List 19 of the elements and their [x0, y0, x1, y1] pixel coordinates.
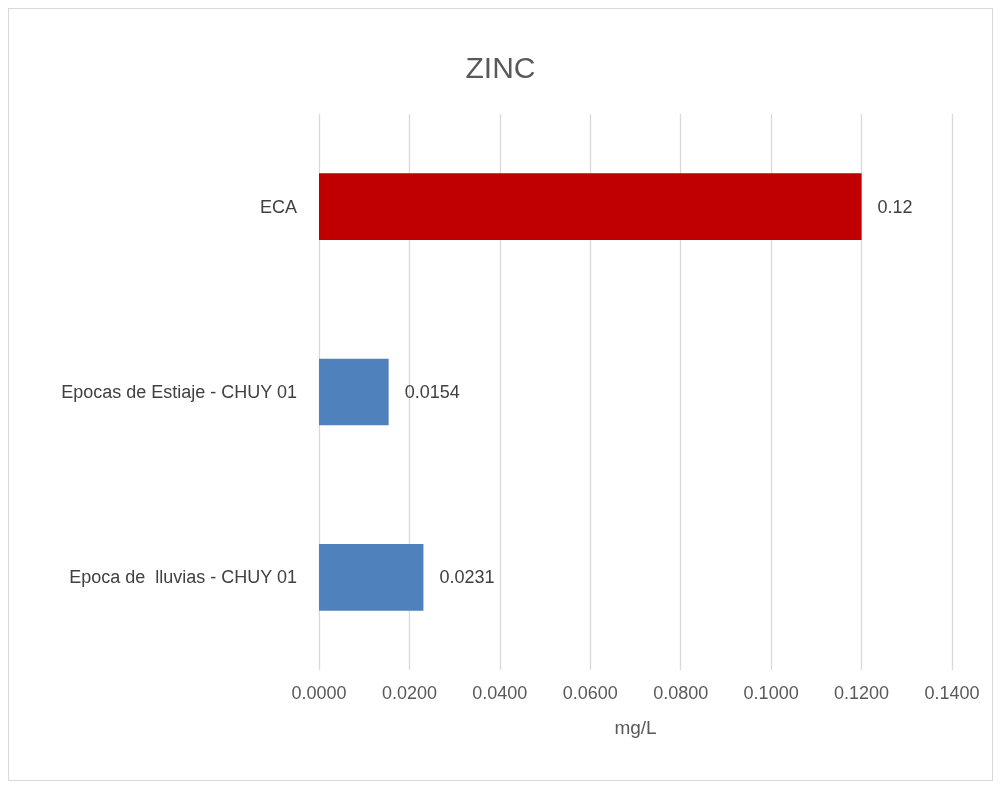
x-axis-title: mg/L	[614, 717, 657, 738]
bar	[319, 358, 389, 426]
x-tick-label: 0.1400	[924, 683, 980, 703]
x-tick-label: 0.0400	[472, 683, 528, 703]
x-tick-label: 0.0800	[653, 683, 709, 703]
y-tick-label: Epoca de lluvias - CHUY 01	[69, 567, 297, 588]
y-tick-label: Epocas de Estiaje - CHUY 01	[61, 382, 297, 402]
data-label: 0.0231	[439, 567, 495, 588]
x-tick-label: 0.0000	[291, 683, 347, 703]
bar	[319, 543, 424, 611]
x-tick-label: 0.0200	[381, 683, 437, 703]
data-label: 0.12	[877, 196, 913, 217]
x-tick-label: 0.1000	[743, 683, 799, 703]
bar	[319, 173, 862, 241]
data-label: 0.0154	[404, 382, 460, 402]
y-tick-label: ECA	[259, 196, 297, 217]
x-tick-label: 0.1200	[834, 683, 890, 703]
chart-title: ZINC	[465, 50, 536, 84]
x-tick-label: 0.0600	[562, 683, 618, 703]
